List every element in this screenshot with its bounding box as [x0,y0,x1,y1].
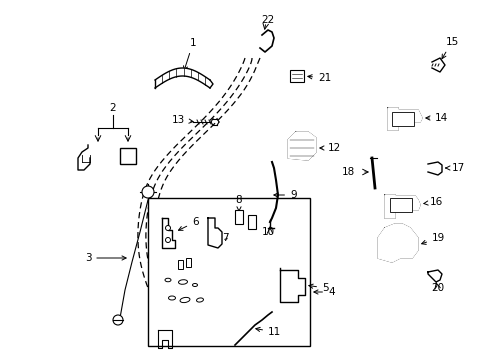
Text: 3: 3 [84,253,126,263]
FancyBboxPatch shape [148,198,309,346]
Circle shape [142,186,154,198]
Text: 11: 11 [255,327,281,337]
Text: 19: 19 [421,233,445,244]
FancyBboxPatch shape [120,148,136,164]
Text: 20: 20 [430,283,444,293]
Text: 3: 3 [125,153,130,159]
Text: 17: 17 [445,163,464,173]
Ellipse shape [168,296,175,300]
Text: 6: 6 [178,217,198,230]
FancyBboxPatch shape [235,210,243,224]
FancyBboxPatch shape [185,258,191,267]
Circle shape [165,238,170,243]
Ellipse shape [192,284,197,287]
Text: 14: 14 [425,113,447,123]
Ellipse shape [196,298,203,302]
Text: 22: 22 [261,15,274,25]
Circle shape [113,315,123,325]
Ellipse shape [180,297,189,303]
FancyBboxPatch shape [247,215,256,229]
FancyBboxPatch shape [289,70,304,82]
Polygon shape [280,268,305,302]
Text: 2: 2 [109,103,116,113]
Text: 7: 7 [222,233,228,243]
Text: 12: 12 [319,143,341,153]
Polygon shape [377,224,417,262]
Text: 18: 18 [341,167,354,177]
Ellipse shape [164,278,171,282]
Text: 16: 16 [423,197,442,207]
FancyBboxPatch shape [389,198,411,212]
Polygon shape [287,132,315,160]
Circle shape [165,225,170,230]
Polygon shape [387,108,421,130]
Text: 9: 9 [273,190,296,200]
Text: 4: 4 [313,287,334,297]
Text: 13: 13 [172,115,193,125]
Text: 15: 15 [441,37,458,59]
Text: 10: 10 [261,227,274,237]
Text: 8: 8 [235,195,242,211]
FancyBboxPatch shape [178,260,183,269]
Ellipse shape [178,280,187,284]
FancyBboxPatch shape [391,112,413,126]
Text: 21: 21 [307,73,330,83]
Text: 5: 5 [308,283,328,293]
Polygon shape [384,195,419,218]
Text: 1: 1 [183,38,196,70]
